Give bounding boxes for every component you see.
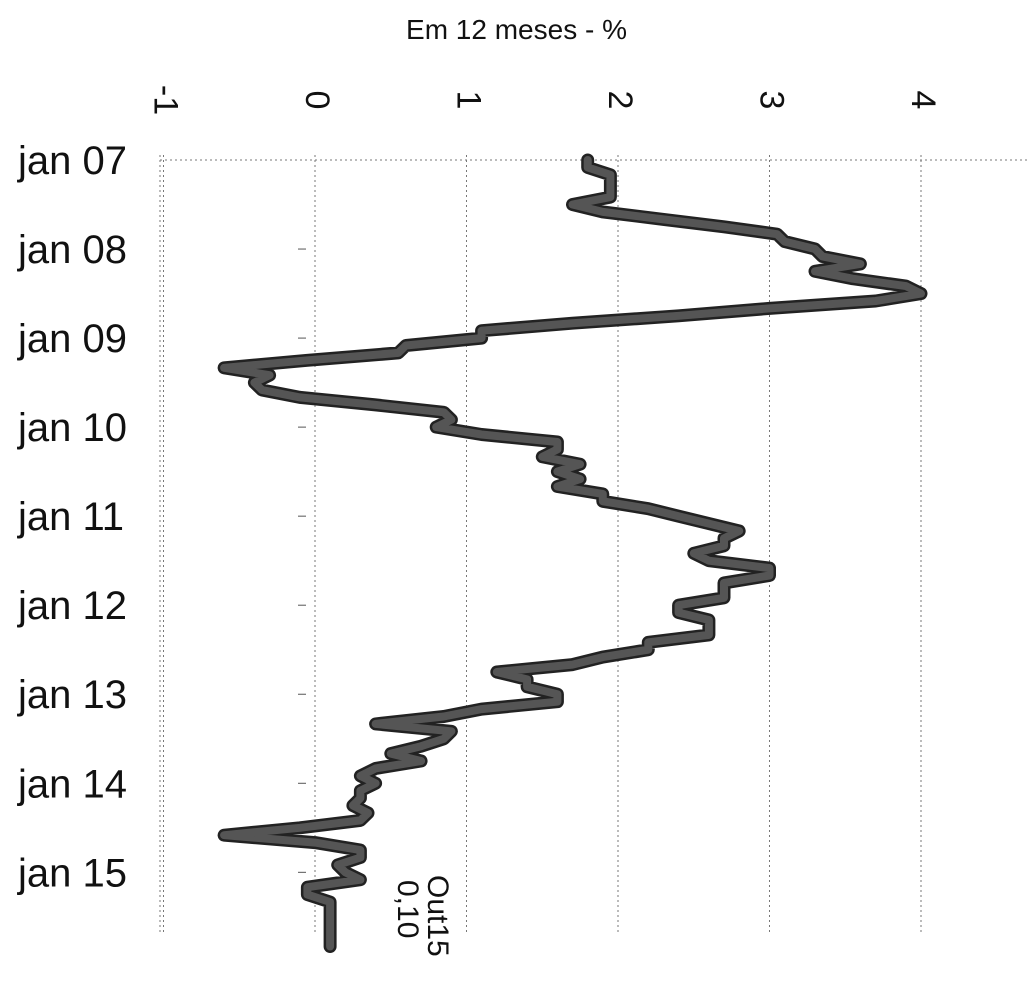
series-line — [220, 156, 925, 951]
annotation-period: Out15 — [421, 875, 454, 957]
date-tick-label: jan 13 — [17, 673, 127, 717]
value-tick-label: 2 — [601, 91, 639, 110]
date-tick-label: jan 12 — [17, 584, 127, 628]
date-tick-label: jan 10 — [17, 406, 127, 450]
grid-lines — [159, 155, 1028, 932]
value-tick-label: 4 — [904, 91, 942, 110]
value-tick-label: 3 — [753, 91, 791, 110]
date-tick-label: jan 14 — [17, 762, 127, 806]
annotation-value: 0,10 — [391, 880, 424, 938]
date-tick-label: jan 11 — [17, 495, 124, 539]
date-tick-label: jan 07 — [17, 139, 127, 183]
date-tick-label: jan 15 — [17, 851, 127, 895]
date-tick-label: jan 09 — [17, 317, 127, 361]
series-line-outline — [217, 153, 928, 953]
chart-title: Em 12 meses - % — [406, 14, 627, 45]
value-tick-label: 1 — [450, 91, 488, 110]
series-lines — [217, 153, 928, 953]
date-tick-label: jan 08 — [17, 228, 127, 272]
value-axis-ticks: -1 0 1 2 3 4 — [147, 85, 943, 115]
value-tick-label: 0 — [298, 91, 336, 110]
value-tick-label: -1 — [147, 85, 185, 115]
date-axis-ticks: jan 07 jan 08 jan 09 jan 10 jan 11 jan 12 jan … — [17, 139, 306, 895]
